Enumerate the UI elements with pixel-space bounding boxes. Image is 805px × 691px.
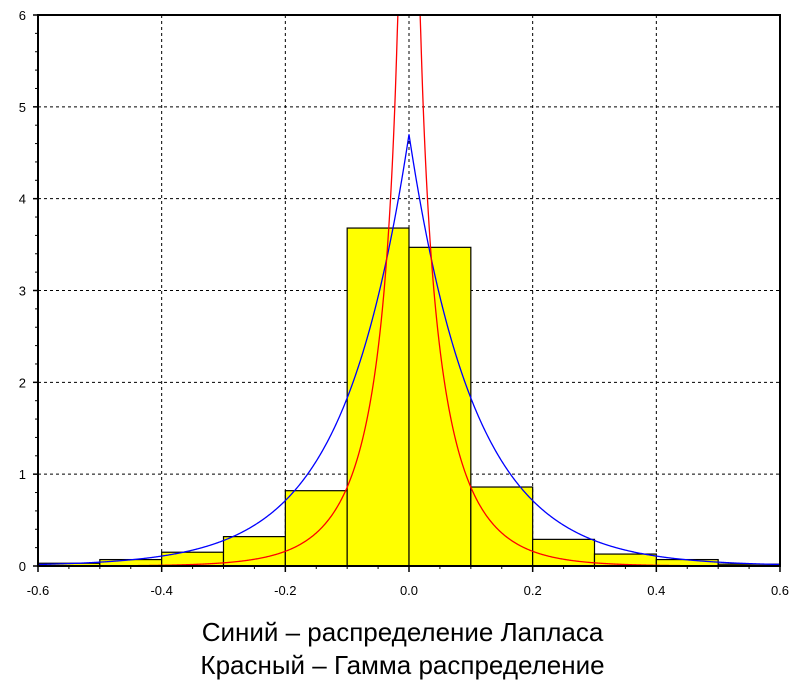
grid-lines	[38, 15, 780, 566]
x-tick-labels: -0.6 -0.4 -0.2 0.0 0.2 0.4 0.6	[27, 583, 789, 598]
y-tick-label: 2	[19, 375, 26, 390]
histogram-bars	[37, 227, 781, 567]
caption-line-blue: Синий – распределение Лапласа	[201, 617, 604, 647]
histogram-bar	[284, 490, 348, 567]
histogram-bar	[346, 227, 410, 567]
y-tick-label: 0	[19, 559, 26, 574]
histogram-bar	[408, 246, 472, 567]
y-tick-label: 4	[19, 192, 26, 207]
x-tick-label: 0.2	[524, 583, 542, 598]
x-tick-label: -0.6	[27, 583, 49, 598]
y-tick-label: 1	[19, 467, 26, 482]
histogram-bar	[470, 486, 534, 567]
y-tick-label: 6	[19, 8, 26, 23]
caption-line-red: Красный – Гамма распределение	[200, 650, 605, 680]
chart: -0.6 -0.4 -0.2 0.0 0.2 0.4 0.6 0 1 2 3 4 5 6	[19, 8, 789, 598]
laplace-curve	[38, 134, 780, 566]
x-tick-label: 0.6	[771, 583, 789, 598]
x-tick-label: -0.2	[274, 583, 296, 598]
x-tick-label: 0.4	[647, 583, 665, 598]
x-tick-label: 0.0	[400, 583, 418, 598]
y-tick-labels: 0 1 2 3 4 5 6	[19, 8, 26, 574]
y-tick-label: 3	[19, 284, 26, 299]
x-tick-label: -0.4	[150, 583, 172, 598]
y-tick-label: 5	[19, 100, 26, 115]
axis-ticks	[33, 14, 781, 572]
